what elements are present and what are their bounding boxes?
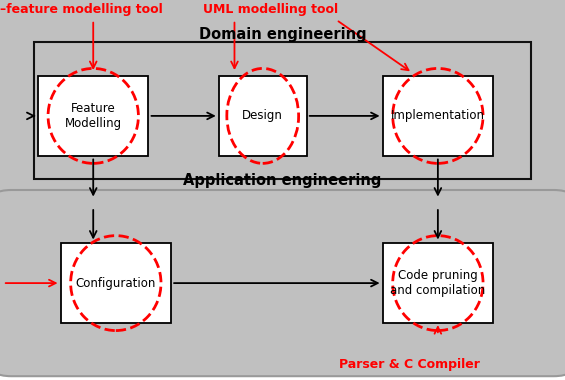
FancyBboxPatch shape: [0, 190, 565, 376]
Text: Feature
Modelling: Feature Modelling: [64, 102, 122, 130]
FancyBboxPatch shape: [0, 0, 565, 217]
FancyBboxPatch shape: [219, 76, 306, 156]
Text: Configuration: Configuration: [76, 277, 156, 290]
FancyBboxPatch shape: [34, 42, 531, 179]
Text: UML modelling tool: UML modelling tool: [203, 3, 338, 16]
Text: Parser & C Compiler: Parser & C Compiler: [339, 358, 480, 371]
FancyBboxPatch shape: [60, 243, 171, 323]
Text: Design: Design: [242, 109, 283, 122]
Text: –feature modelling tool: –feature modelling tool: [0, 3, 163, 16]
FancyBboxPatch shape: [383, 243, 493, 323]
Text: Implementation: Implementation: [391, 109, 485, 122]
Text: Code pruning
and compilation: Code pruning and compilation: [390, 269, 485, 297]
FancyBboxPatch shape: [383, 76, 493, 156]
Text: Application engineering: Application engineering: [183, 173, 382, 188]
FancyBboxPatch shape: [38, 76, 148, 156]
Text: Domain engineering: Domain engineering: [199, 27, 366, 42]
